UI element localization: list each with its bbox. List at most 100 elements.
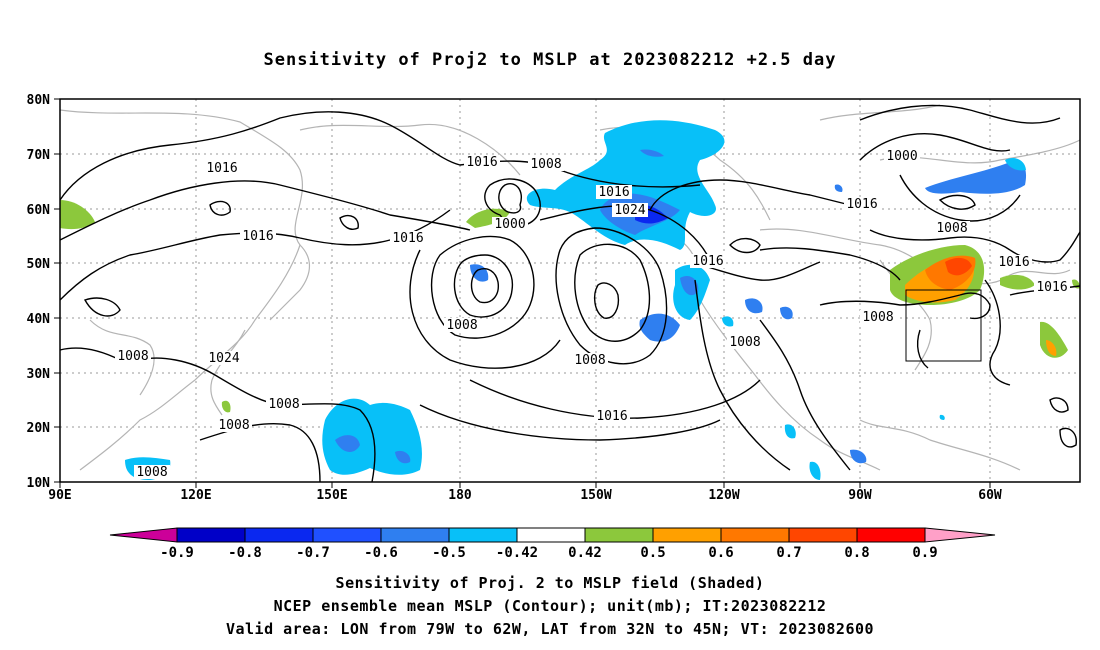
contour-label-bg bbox=[690, 254, 726, 268]
contour-label: 1008 bbox=[268, 397, 299, 412]
contour-label-bg bbox=[115, 349, 151, 363]
lon-label: 90E bbox=[48, 488, 71, 503]
colorbar-label: -0.42 bbox=[496, 545, 538, 561]
colorbar-label: -0.9 bbox=[160, 545, 194, 561]
colorbar-right-arrow bbox=[924, 527, 996, 543]
contour-label: 1008 bbox=[446, 318, 477, 333]
colorbar-label: 0.9 bbox=[912, 545, 937, 561]
colorbar-label: -0.5 bbox=[432, 545, 466, 561]
contour-label: 1008 bbox=[729, 335, 760, 350]
contour-label-bg bbox=[727, 335, 763, 349]
colorbar-label: 0.6 bbox=[708, 545, 733, 561]
contour-label: 1008 bbox=[218, 418, 249, 433]
lat-label: 10N bbox=[27, 476, 51, 491]
contour-label: 1016 bbox=[206, 161, 237, 176]
contour-label-bg bbox=[612, 203, 648, 217]
contour-label-bg bbox=[134, 465, 170, 479]
lat-label: 50N bbox=[27, 257, 51, 272]
contour-label: 1024 bbox=[208, 351, 239, 366]
longitude-labels: 90E 120E 150E 180 150W 120W 90W 60W bbox=[48, 488, 1002, 503]
contour-label: 1024 bbox=[614, 203, 645, 218]
colorbar-swatch bbox=[312, 527, 382, 543]
lat-label: 40N bbox=[27, 312, 51, 327]
colorbar-swatch bbox=[380, 527, 450, 543]
lat-label: 80N bbox=[27, 93, 51, 108]
contour-label-bg bbox=[1034, 280, 1070, 294]
contour-label-bg bbox=[594, 409, 630, 423]
colorbar-label: 0.7 bbox=[776, 545, 801, 561]
colorbar-swatch bbox=[244, 527, 314, 543]
contour-label-bg bbox=[996, 255, 1032, 269]
contour-label: 1008 bbox=[862, 310, 893, 325]
colorbar-swatch bbox=[584, 527, 654, 543]
lon-label: 60W bbox=[978, 488, 1002, 503]
lon-label: 180 bbox=[448, 488, 472, 503]
contour-label-bg bbox=[444, 318, 480, 332]
contour-label-bg bbox=[844, 197, 880, 211]
contour-label-bg bbox=[528, 157, 564, 171]
colorbar-label: 0.42 bbox=[568, 545, 602, 561]
latitude-labels: 80N 70N 60N 50N 40N 30N 20N 10N bbox=[27, 93, 51, 491]
contour-label-bg bbox=[492, 217, 528, 231]
contour-label-bg bbox=[266, 397, 302, 411]
colorbar-swatch bbox=[516, 527, 586, 543]
footer-line-1: Sensitivity of Proj. 2 to MSLP field (Sh… bbox=[335, 574, 765, 592]
footer-line-3: Valid area: LON from 79W to 62W, LAT fro… bbox=[225, 620, 875, 638]
contour-label-bg bbox=[206, 351, 242, 365]
lat-label: 20N bbox=[27, 421, 51, 436]
lat-label: 30N bbox=[27, 367, 51, 382]
contour-label-bg bbox=[860, 310, 896, 324]
map-title: Sensitivity of Proj2 to MSLP at 20230822… bbox=[263, 50, 837, 70]
contour-label-bg bbox=[390, 231, 426, 245]
colorbar-swatch bbox=[448, 527, 518, 543]
lat-label: 60N bbox=[27, 203, 51, 218]
contour-label: 1008 bbox=[530, 157, 561, 172]
contour-label: 1016 bbox=[692, 254, 723, 269]
valid-area-box bbox=[905, 289, 982, 362]
contour-label-bg bbox=[204, 161, 240, 175]
contour-label-bg bbox=[216, 418, 252, 432]
contour-labels: 1016 1016 1016 1016 1008 1000 1016 1024 1000 1016… bbox=[115, 149, 1070, 480]
contour-label-bg bbox=[240, 229, 276, 243]
contour-label-bg bbox=[934, 221, 970, 235]
mslp-contours bbox=[59, 104, 1081, 483]
contour-label-bg bbox=[596, 185, 632, 199]
lon-label: 120W bbox=[708, 488, 739, 503]
contour-label-bg bbox=[572, 353, 608, 367]
map-frame bbox=[59, 98, 1081, 483]
colorbar-swatch bbox=[652, 527, 722, 543]
colorbar-label: 0.8 bbox=[844, 545, 869, 561]
contour-label-bg bbox=[884, 149, 920, 163]
colorbar-swatch bbox=[788, 527, 858, 543]
contour-label: 1000 bbox=[494, 217, 525, 232]
contour-label: 1000 bbox=[886, 149, 917, 164]
contour-label-bg bbox=[464, 155, 500, 169]
lat-label: 70N bbox=[27, 148, 51, 163]
contour-label: 1016 bbox=[1036, 280, 1067, 295]
colorbar-left-arrow bbox=[109, 527, 178, 543]
colorbar-label: -0.8 bbox=[228, 545, 262, 561]
lon-label: 150E bbox=[316, 488, 347, 503]
contour-label: 1008 bbox=[936, 221, 967, 236]
contour-label: 1016 bbox=[392, 231, 423, 246]
contour-label: 1016 bbox=[846, 197, 877, 212]
colorbar-label: 0.5 bbox=[640, 545, 665, 561]
contour-label: 1008 bbox=[136, 465, 167, 480]
contour-label: 1016 bbox=[598, 185, 629, 200]
lon-label: 120E bbox=[180, 488, 211, 503]
footer-line-2: NCEP ensemble mean MSLP (Contour); unit(… bbox=[273, 597, 827, 615]
contour-label: 1016 bbox=[998, 255, 1029, 270]
contour-label: 1008 bbox=[574, 353, 605, 368]
lon-label: 150W bbox=[580, 488, 611, 503]
colorbar-label: -0.7 bbox=[296, 545, 330, 561]
tick-marks bbox=[54, 98, 991, 488]
contour-label: 1008 bbox=[117, 349, 148, 364]
contour-label: 1016 bbox=[596, 409, 627, 424]
contour-label: 1016 bbox=[242, 229, 273, 244]
colorbar-swatch bbox=[856, 527, 926, 543]
colorbar-swatch bbox=[720, 527, 790, 543]
colorbar-swatch bbox=[176, 527, 246, 543]
lon-label: 90W bbox=[848, 488, 872, 503]
colorbar: -0.9 -0.8 -0.7 -0.6 -0.5 -0.42 0.42 0.5 0.6 0.7 0.… bbox=[109, 527, 996, 561]
